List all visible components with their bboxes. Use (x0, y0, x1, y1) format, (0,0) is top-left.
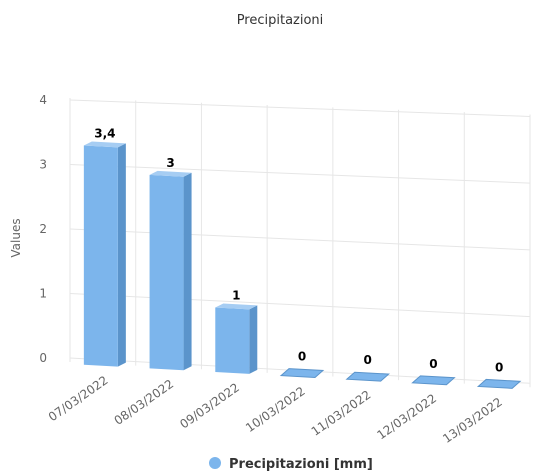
gridline-h (69, 99, 531, 117)
x-tick-label: 08/03/2022 (112, 377, 177, 428)
y-axis-ticks: 0 1 2 3 4 (39, 93, 47, 365)
data-label: 3,4 (94, 126, 115, 140)
bar-side (117, 143, 126, 367)
data-label: 0 (298, 350, 306, 364)
y-tick-label: 4 (39, 93, 47, 107)
bar-side (183, 172, 192, 371)
bar-front (83, 145, 118, 367)
x-tick-label: 09/03/2022 (177, 380, 242, 431)
y-tick-label: 1 (39, 287, 47, 301)
data-labels: 3,4 3 1 0 0 0 0 (94, 126, 503, 374)
bar-side (249, 305, 258, 374)
x-tick-label: 13/03/2022 (440, 395, 505, 446)
data-label: 0 (495, 360, 503, 374)
gridline-h (69, 293, 531, 318)
bar-12/03/2022 (411, 375, 456, 386)
bar-top (215, 303, 258, 310)
bar-13/03/2022 (476, 378, 522, 389)
chart-title: Precipitazioni (237, 13, 324, 28)
bar-front (215, 307, 250, 374)
y-axis-label: Values (9, 218, 23, 257)
x-tick-label: 11/03/2022 (309, 388, 374, 439)
chart-grid (69, 98, 531, 388)
bar-11/03/2022 (345, 371, 390, 382)
bar-flat (476, 378, 522, 389)
y-tick-label: 2 (39, 222, 47, 236)
bar-series (83, 141, 522, 389)
gridline-h (69, 228, 531, 251)
x-tick-label: 07/03/2022 (46, 373, 111, 424)
bar-front (149, 174, 184, 371)
x-tick-label: 10/03/2022 (243, 384, 308, 435)
legend-marker (209, 457, 221, 469)
bar-07/03/2022 (83, 141, 126, 367)
bar-flat (279, 368, 325, 378)
data-label: 3 (166, 156, 174, 170)
legend[interactable]: Precipitazioni [mm] (209, 457, 373, 472)
data-label: 1 (232, 288, 240, 302)
legend-label[interactable]: Precipitazioni [mm] (229, 457, 373, 472)
gridline-h (69, 164, 531, 184)
bar-flat (345, 371, 390, 382)
bar-08/03/2022 (149, 170, 192, 371)
y-tick-label: 3 (39, 158, 47, 172)
y-tick-label: 0 (39, 351, 47, 365)
bar-top (149, 170, 192, 177)
data-label: 0 (429, 357, 437, 371)
bar-10/03/2022 (279, 368, 325, 378)
data-label: 0 (364, 353, 372, 367)
x-tick-label: 12/03/2022 (374, 391, 439, 442)
bar-flat (411, 375, 456, 386)
bar-09/03/2022 (215, 303, 258, 374)
bar-top (83, 141, 126, 148)
